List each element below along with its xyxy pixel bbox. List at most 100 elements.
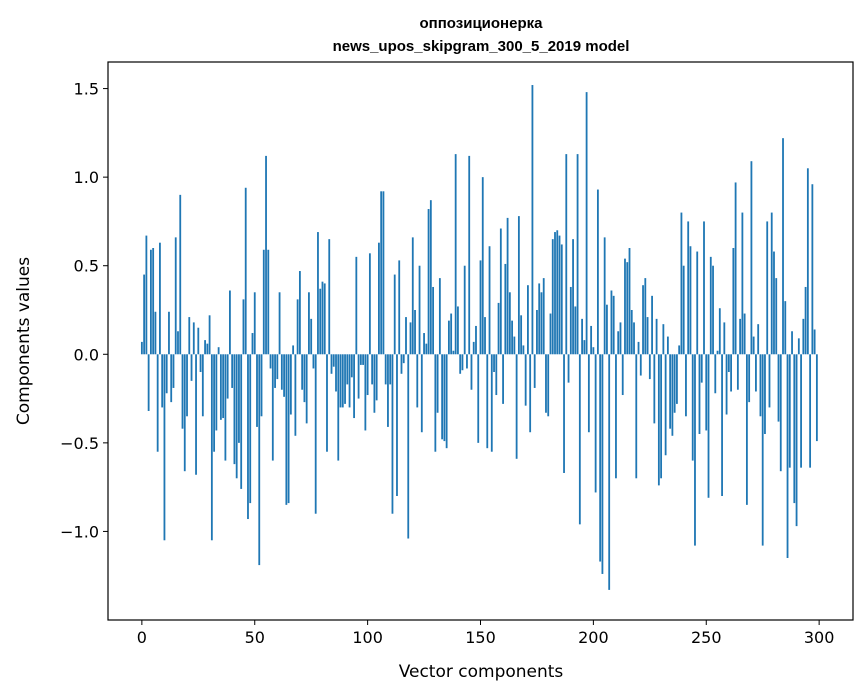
bar [305,354,308,424]
bar [165,354,168,394]
bar [705,354,708,431]
bar [287,354,290,504]
bar [368,253,371,355]
bar [420,354,423,433]
bar [633,322,635,355]
bar [348,354,351,408]
bar [646,317,649,355]
bar [750,161,753,355]
bar [179,194,182,355]
bar [515,354,518,459]
bar [538,283,541,355]
bar [355,256,358,355]
bar [262,249,265,355]
bar [761,354,764,546]
bar [569,286,572,355]
bar [416,354,419,408]
bar [457,306,459,355]
bar [454,154,457,355]
bar [560,244,563,355]
bar [393,274,396,355]
bar [556,230,559,355]
bar [425,343,428,355]
bar [745,354,748,505]
bar [172,354,175,388]
bar [795,354,798,527]
bar [387,354,389,427]
bar [610,290,613,355]
bar [687,221,690,355]
bar [159,242,161,355]
bar [332,354,335,367]
bar [475,325,477,355]
bar [256,354,258,427]
bar [802,318,805,355]
bar [499,228,502,355]
bar [224,354,227,461]
bar [542,278,545,355]
bar [215,354,218,431]
bar [617,331,620,355]
bar [371,354,374,385]
bar [183,354,186,472]
bar [375,354,378,401]
bar [572,239,574,355]
bar [682,265,685,355]
bar [274,354,276,388]
bar [784,301,787,355]
bar [603,237,606,355]
bar [303,354,306,403]
bar [240,354,243,489]
bar [335,354,337,392]
bar [312,354,315,369]
bar [725,354,728,415]
bar [484,317,486,355]
chart-title-line1: оппозиционерка [420,15,544,32]
bar [271,354,274,461]
bar [662,324,665,355]
bar [278,292,281,355]
bar [391,354,394,514]
bar [700,354,703,383]
bar [563,354,565,473]
chart-title-line2: news_upos_skipgram_300_5_2019 model [333,38,630,55]
x-tick-label: 300 [804,628,835,647]
bar [524,354,527,406]
bar [768,354,771,408]
bar [341,354,344,408]
bar [364,354,367,431]
bar [777,354,780,422]
bar [477,354,480,443]
bar [219,354,222,420]
bar [353,354,355,419]
bar [630,310,633,355]
bar [804,286,807,355]
bar [716,350,719,355]
bar [461,354,464,371]
bar [488,246,491,355]
x-tick-label: 200 [578,628,609,647]
bar [382,191,385,355]
bar [188,317,191,355]
bar [344,354,346,404]
bar [497,302,500,355]
bar [260,354,263,417]
bar [400,354,403,374]
bar [190,354,193,381]
bar [407,354,410,539]
bar [698,354,701,434]
bar [685,354,687,417]
bar [258,354,261,566]
bar [773,251,775,355]
bar [493,354,495,372]
bar [140,341,143,355]
bar [755,354,757,392]
bar [479,260,482,355]
bar [186,354,188,417]
y-tick-label: 0.5 [74,257,99,276]
bar [285,354,288,505]
bar [292,345,295,355]
bar [486,354,489,449]
bar [624,258,626,355]
